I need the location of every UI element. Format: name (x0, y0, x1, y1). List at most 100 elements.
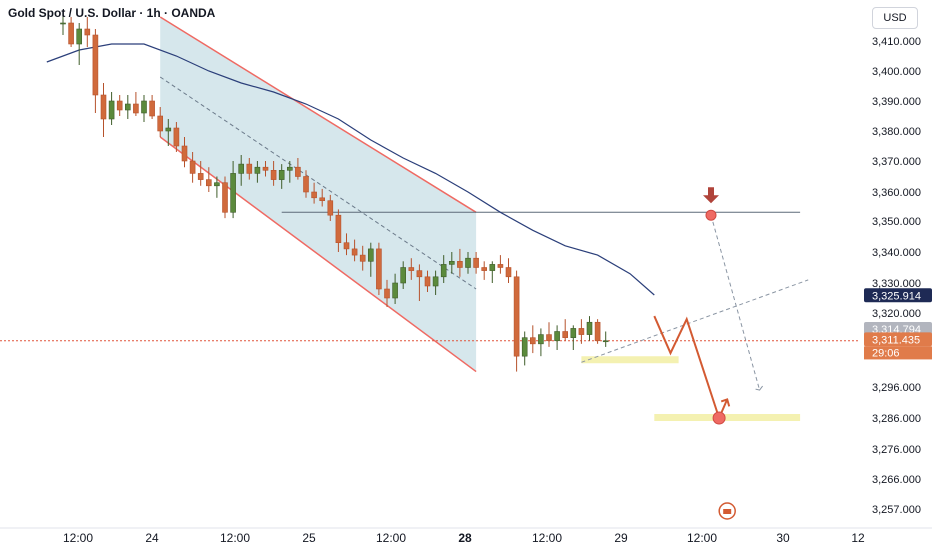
y-tick-label: 3,360.000 (872, 187, 921, 199)
x-tick-label: 25 (302, 531, 316, 545)
currency-button[interactable]: USD (872, 7, 918, 29)
candle-body (570, 328, 577, 338)
candle (594, 319, 601, 344)
candle (529, 325, 536, 354)
candle-body (392, 282, 398, 299)
candle-body (538, 334, 544, 345)
forecast-arrowhead (720, 398, 731, 407)
candle (416, 264, 423, 301)
candle-body (214, 182, 220, 187)
candle-body (457, 260, 463, 268)
x-tick-label: 12:00 (220, 531, 250, 545)
candle (513, 270, 520, 372)
candle (521, 331, 528, 366)
candle (68, 17, 74, 47)
y-tick-label: 3,350.000 (872, 216, 921, 228)
candle (351, 239, 358, 262)
candle-body (238, 163, 244, 174)
candle-body (189, 160, 196, 174)
candle (424, 270, 431, 292)
candle-body (246, 163, 253, 174)
y-tick-label: 3,410.000 (872, 36, 921, 48)
candle-body (335, 214, 342, 243)
candle-body (100, 94, 107, 120)
candle (457, 248, 463, 277)
y-tick-label: 3,330.000 (872, 278, 921, 290)
candle-body (440, 264, 447, 278)
candle (327, 194, 334, 221)
candle (432, 270, 439, 295)
candle-body (173, 127, 180, 147)
candle-body (181, 145, 188, 162)
y-tick-label: 3,266.000 (872, 474, 921, 486)
candle-body (497, 264, 504, 268)
y-tick-label: 3,380.000 (872, 126, 921, 138)
candle (189, 152, 196, 183)
candle (303, 170, 309, 198)
candle (222, 176, 228, 219)
candle (562, 319, 569, 341)
candle-body (351, 248, 358, 256)
candle (376, 242, 382, 295)
candle (206, 167, 212, 192)
candle-body (505, 267, 512, 278)
x-tick-label: 24 (145, 531, 159, 545)
y-tick-label: 3,370.000 (872, 156, 921, 168)
candle-body (270, 170, 277, 180)
candle (230, 161, 236, 219)
y-tick-label: 3,296.000 (872, 382, 921, 394)
x-tick-label: 12:00 (63, 531, 93, 545)
forecast-path (653, 315, 729, 421)
candle (286, 161, 293, 183)
candle (84, 17, 91, 47)
y-tick-label: 3,320.000 (872, 308, 921, 320)
candle (343, 233, 350, 256)
candle-body (432, 276, 439, 287)
target-dot-high (705, 209, 717, 221)
candle-body (529, 337, 536, 345)
x-tick-label: 12 (851, 531, 865, 545)
candle (278, 164, 285, 189)
candle (440, 255, 447, 283)
ma-price-tag-text: 3,325.914 (872, 290, 921, 302)
candle-body (125, 103, 131, 111)
ma-price-tag (864, 288, 932, 303)
candle (570, 325, 577, 350)
candle (254, 161, 261, 183)
candle (367, 242, 374, 277)
candle (157, 107, 163, 137)
candle-body (521, 337, 528, 357)
candle-body (465, 257, 471, 268)
candle (538, 328, 544, 357)
candle-body (222, 182, 228, 213)
candle (295, 158, 301, 180)
candle-body (602, 340, 609, 343)
candle-body (262, 166, 269, 171)
candle (319, 188, 326, 207)
candle (497, 255, 504, 274)
candle-body (165, 127, 172, 132)
candle-body (295, 166, 301, 177)
candle (133, 92, 139, 116)
candle (481, 261, 488, 280)
candle-body (554, 331, 560, 342)
candle (181, 137, 188, 168)
candle (554, 325, 560, 350)
price-axis-panel (862, 0, 932, 528)
economic-event-icon-inner (723, 509, 732, 514)
candle (602, 331, 609, 347)
candle-body (562, 331, 569, 338)
candle (505, 258, 512, 283)
candle-body (254, 166, 261, 174)
support-zone-upper (581, 356, 679, 364)
candle (270, 161, 277, 186)
candle (197, 161, 204, 186)
candle-body (230, 173, 236, 213)
x-tick-label: 12:00 (687, 531, 717, 545)
candle-body (586, 321, 593, 335)
support-zone-lower (654, 414, 801, 421)
x-tick-label: 29 (614, 531, 628, 545)
target-dot-low (712, 411, 726, 425)
